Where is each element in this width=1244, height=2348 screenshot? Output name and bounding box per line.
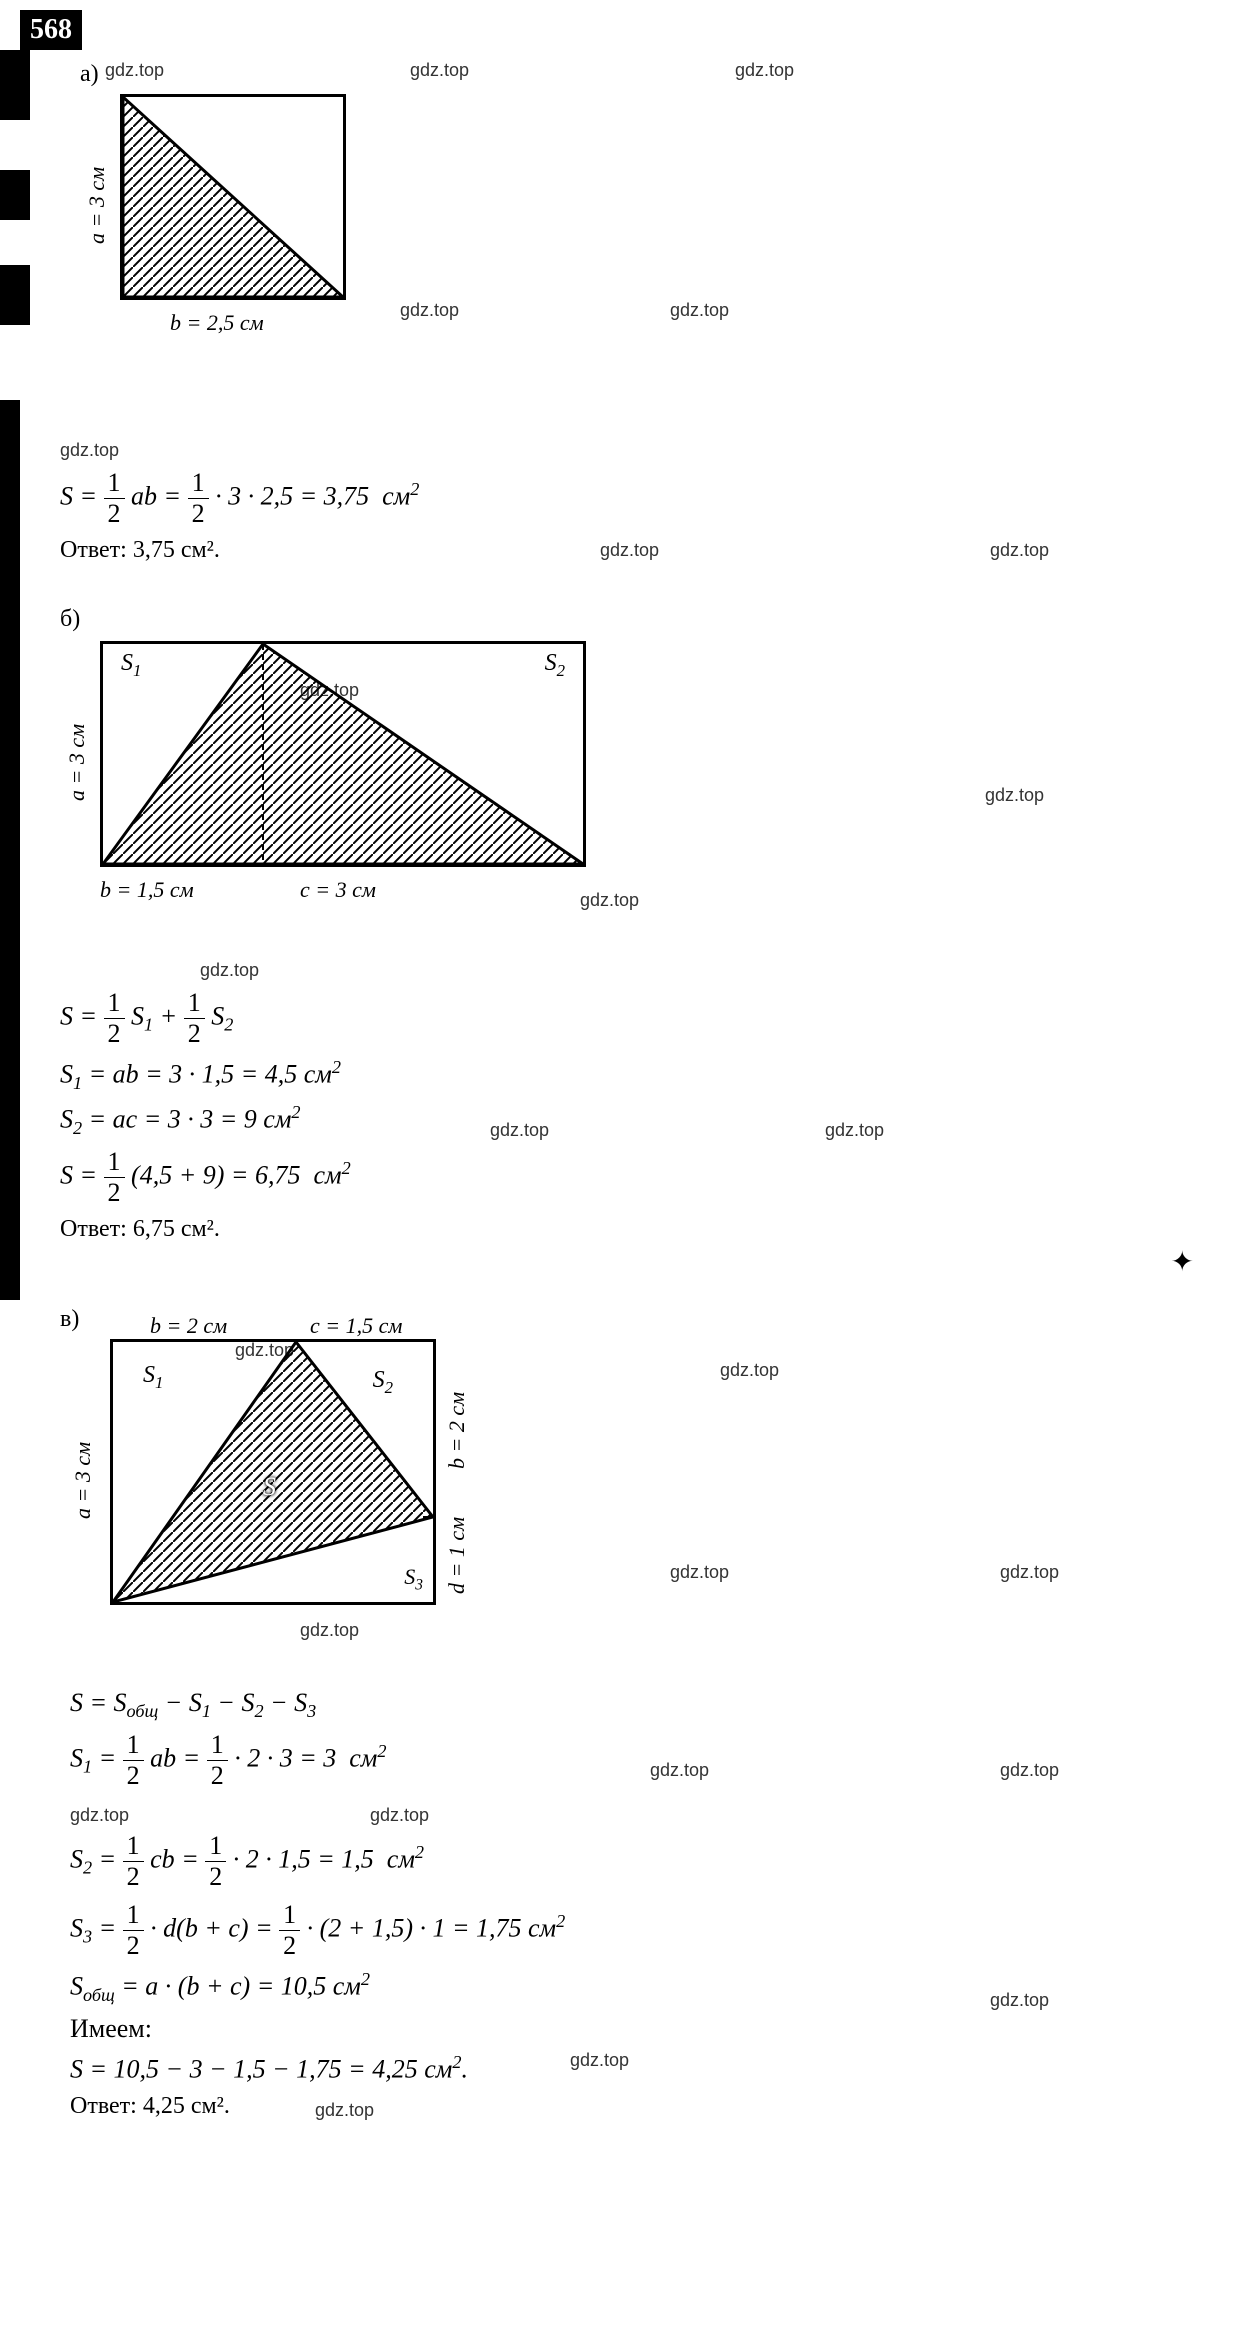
scan-edge	[0, 170, 30, 220]
watermark: gdz.top	[650, 1760, 709, 1781]
s1-label-c: S1	[143, 1362, 163, 1393]
problem-number: 568	[20, 10, 82, 50]
formula-b1: S = 12 S1 + 12 S2	[60, 988, 351, 1049]
formula-a: S = 12 ab = 12 · 3 · 2,5 = 3,75 см2	[60, 468, 419, 529]
formula-c5: Sобщ = a · (b + c) = 10,5 см2	[70, 1969, 565, 2006]
section-a-label: а)	[80, 61, 346, 88]
formula-c3: S2 = 12 cb = 12 · 2 · 1,5 = 1,5 см2	[70, 1831, 565, 1892]
formula-c2: S1 = 12 ab = 12 · 2 · 3 = 3 см2	[70, 1730, 565, 1791]
s2-label-c: S2	[373, 1367, 393, 1398]
watermark: gdz.top	[990, 1990, 1049, 2011]
have-label: Имеем:	[70, 2014, 565, 2044]
s-label-c: S	[263, 1472, 276, 1502]
figure-a	[120, 94, 346, 300]
answer-c: Ответ: 4,25 см².	[70, 2093, 565, 2120]
watermark: gdz.top	[490, 1120, 549, 1141]
watermark: gdz.top	[670, 1562, 729, 1583]
answer-b: Ответ: 6,75 см².	[60, 1216, 351, 1243]
formula-c1: S = Sобщ − S1 − S2 − S3	[70, 1688, 565, 1722]
dim-a: a = 3 см	[84, 144, 110, 244]
scan-edge	[0, 265, 30, 325]
section-a-math: S = 12 ab = 12 · 3 · 2,5 = 3,75 см2 Отве…	[60, 460, 419, 570]
watermark: gdz.top	[600, 540, 659, 561]
answer-a: Ответ: 3,75 см².	[60, 537, 419, 564]
section-b: б) a = 3 см S1 S2 b = 1,5 см c =	[60, 600, 586, 903]
dim-b: b = 2,5 см	[170, 310, 346, 336]
dim-b2: b = 2 см	[444, 1369, 470, 1469]
section-c-math: S = Sобщ − S1 − S2 − S3 S1 = 12 ab = 12 …	[70, 1680, 565, 2126]
watermark: gdz.top	[985, 785, 1044, 806]
formula-c6: S = 10,5 − 3 − 1,5 − 1,75 = 4,25 см2.	[70, 2052, 565, 2085]
dim-a-c: a = 3 см	[70, 1419, 96, 1519]
dim-c-top: c = 1,5 см	[310, 1313, 402, 1339]
dim-b-b: b = 1,5 см	[100, 877, 300, 903]
dim-d: d = 1 см	[444, 1514, 470, 1594]
figure-c: S1 S2 S S3	[110, 1339, 436, 1605]
watermark: gdz.top	[735, 60, 794, 81]
watermark: gdz.top	[1000, 1562, 1059, 1583]
section-b-math: S = 12 S1 + 12 S2 S1 = ab = 3 · 1,5 = 4,…	[60, 980, 351, 1249]
watermark: gdz.top	[300, 1620, 359, 1641]
smudge: ✦	[1171, 1245, 1194, 1279]
watermark: gdz.top	[60, 440, 119, 461]
watermark: gdz.top	[200, 960, 259, 981]
watermark: gdz.top	[670, 300, 729, 321]
formula-b3: S2 = ac = 3 · 3 = 9 см2	[60, 1102, 351, 1139]
watermark: gdz.top	[825, 1120, 884, 1141]
section-a: а) a = 3 см b = 2,5 см	[80, 55, 346, 336]
s3-label-c: S3	[404, 1564, 423, 1594]
dim-b-top: b = 2 см	[150, 1313, 227, 1339]
watermark: gdz.top	[720, 1360, 779, 1381]
section-b-label: б)	[60, 606, 586, 633]
triangle-b	[103, 644, 583, 864]
figure-b: S1 S2	[100, 641, 586, 867]
scan-edge	[0, 400, 20, 1300]
formula-b4: S = 12 (4,5 + 9) = 6,75 см2	[60, 1147, 351, 1208]
dim-a-b: a = 3 см	[64, 701, 90, 801]
triangle-a	[123, 97, 343, 297]
section-c: в) b = 2 см c = 1,5 см a = 3 см b = 2 см…	[60, 1300, 436, 1611]
watermark: gdz.top	[1000, 1760, 1059, 1781]
s2-label: S2	[545, 650, 565, 681]
dim-c-b: c = 3 см	[300, 877, 376, 903]
watermark: gdz.top	[580, 890, 639, 911]
scan-edge	[0, 50, 30, 120]
watermark: gdz.top	[410, 60, 469, 81]
s1-label: S1	[121, 650, 141, 681]
page: 568 gdz.top gdz.top gdz.top gdz.top gdz.top g…	[0, 0, 1244, 2348]
watermark: gdz.top	[990, 540, 1049, 561]
watermark: gdz.top	[400, 300, 459, 321]
formula-c4: S3 = 12 · d(b + c) = 12 · (2 + 1,5) · 1 …	[70, 1900, 565, 1961]
watermark: gdz.top	[570, 2050, 629, 2071]
formula-b2: S1 = ab = 3 · 1,5 = 4,5 см2	[60, 1057, 351, 1094]
